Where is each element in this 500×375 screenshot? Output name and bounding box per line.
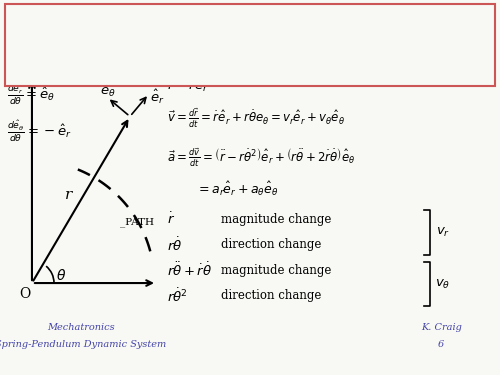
- Text: $r\ddot{\theta} + \dot{r}\dot{\theta}$: $r\ddot{\theta} + \dot{r}\dot{\theta}$: [166, 261, 212, 279]
- Text: Position, Velocity, Acceleration: Position, Velocity, Acceleration: [94, 61, 406, 79]
- Text: magnitude change: magnitude change: [220, 213, 331, 226]
- Text: direction change: direction change: [220, 238, 321, 251]
- Text: $r\dot{\theta}$: $r\dot{\theta}$: [166, 236, 182, 254]
- Text: Mechatronics: Mechatronics: [47, 322, 115, 332]
- Text: $v_r$: $v_r$: [436, 225, 450, 238]
- Text: $\dot{r}$: $\dot{r}$: [166, 211, 175, 227]
- Text: Polar Coordinates:: Polar Coordinates:: [148, 27, 352, 45]
- Text: $\frac{d\hat{e}_\theta}{d\theta} = -\hat{e}_r$: $\frac{d\hat{e}_\theta}{d\theta} = -\hat…: [8, 118, 72, 144]
- Text: $\hat{e}_r$: $\hat{e}_r$: [150, 87, 165, 105]
- Text: $\hat{e}_\theta$: $\hat{e}_\theta$: [100, 81, 116, 99]
- Text: Spring-Pendulum Dynamic System: Spring-Pendulum Dynamic System: [0, 340, 166, 349]
- Text: r: r: [65, 188, 72, 202]
- Text: $\vec{r} = r\hat{e}_r$: $\vec{r} = r\hat{e}_r$: [166, 75, 208, 94]
- Text: K. Craig: K. Craig: [420, 322, 462, 332]
- Text: direction change: direction change: [220, 289, 321, 302]
- Text: $= a_r\hat{e}_r + a_\theta\hat{e}_\theta$: $= a_r\hat{e}_r + a_\theta\hat{e}_\theta…: [196, 180, 278, 198]
- Text: _PATH: _PATH: [120, 217, 154, 226]
- Text: O: O: [19, 287, 30, 301]
- Text: $\vec{v} = \frac{d\vec{r}}{dt} = \dot{r}\hat{e}_r + r\dot{\theta}e_\theta = v_r\: $\vec{v} = \frac{d\vec{r}}{dt} = \dot{r}…: [166, 107, 344, 130]
- Text: magnitude change: magnitude change: [220, 264, 331, 277]
- Text: $\vec{a} = \frac{d\vec{v}}{dt} = \left(\ddot{r} - r\dot{\theta}^2\right)\hat{e}_: $\vec{a} = \frac{d\vec{v}}{dt} = \left(\…: [166, 147, 355, 170]
- Text: $\theta$: $\theta$: [56, 268, 66, 283]
- Text: $\frac{d\hat{e}_r}{d\theta} = \hat{e}_\theta$: $\frac{d\hat{e}_r}{d\theta} = \hat{e}_\t…: [8, 82, 56, 107]
- Text: $r\dot{\theta}^2$: $r\dot{\theta}^2$: [166, 287, 188, 304]
- Text: $v_\theta$: $v_\theta$: [435, 278, 450, 291]
- Text: 6: 6: [438, 340, 444, 349]
